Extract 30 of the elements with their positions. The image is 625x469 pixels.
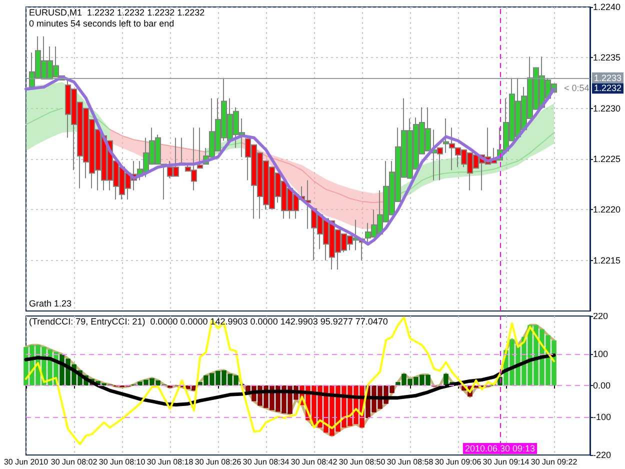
x-tick-label: 30 Jun 08:18 [146, 458, 194, 466]
x-tick-label: 30 Jun 08:26 [194, 458, 242, 466]
x-tick-label: 30 Jun 2010 [4, 458, 49, 466]
annotation: 1.2232 [594, 83, 622, 94]
ref-line-label: 2010.06.30 09:13 [464, 444, 536, 454]
ref-line-label: 1.2233 [594, 72, 622, 83]
x-tick-label: 30 Jun 09:06 [434, 458, 482, 466]
chart-title: EURUSD,M1 1.2232 1.2232 1.2232 1.2232 [29, 8, 205, 18]
y-tick-label: -100 [593, 412, 612, 422]
x-tick-label: 30 Jun 08:34 [242, 458, 290, 466]
y-tick-label: 100 [593, 348, 608, 359]
y-tick-label: 1.2240 [593, 2, 621, 12]
y-tick-label: 1.2225 [593, 154, 621, 164]
y-tick-label: 220 [593, 311, 608, 321]
text: 0 minutes 54 seconds left to bar end [29, 18, 174, 28]
x-tick-label: 30 Jun 08:58 [386, 458, 434, 466]
x-tick-label: 30 Jun 09:14 [482, 458, 530, 466]
x-tick-label: 30 Jun 08:10 [98, 458, 146, 466]
x-tick-label: 30 Jun 08:50 [338, 458, 386, 466]
annotation: < 0:54 [564, 83, 590, 94]
y-tick-label: 1.2235 [593, 52, 621, 63]
y-tick-label: 1.2220 [593, 204, 621, 215]
x-tick-label: 30 Jun 08:02 [50, 458, 98, 466]
y-tick-label: 0.00 [593, 380, 611, 390]
y-tick-label: 1.2215 [593, 255, 621, 266]
annotation: Grath 1.23 [29, 298, 72, 308]
y-tick-label: 1.2230 [593, 103, 621, 114]
x-tick-label: 30 Jun 08:42 [290, 458, 338, 466]
x-tick-label: 30 Jun 09:22 [530, 458, 578, 466]
y-tick-label: -220 [593, 450, 612, 460]
